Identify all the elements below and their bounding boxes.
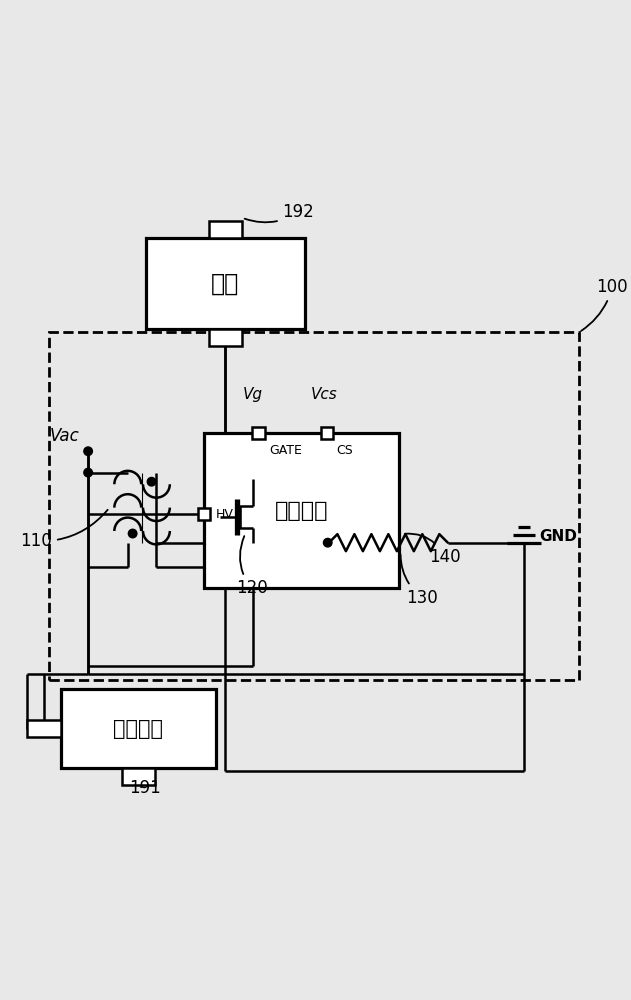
Circle shape xyxy=(147,477,156,486)
Text: 120: 120 xyxy=(235,536,268,597)
Bar xyxy=(122,768,155,785)
Text: 110: 110 xyxy=(20,510,108,550)
Text: GATE: GATE xyxy=(269,444,302,457)
Circle shape xyxy=(324,538,332,547)
Text: Vg: Vg xyxy=(242,387,262,402)
Text: HV: HV xyxy=(216,508,234,521)
Text: 192: 192 xyxy=(245,203,314,222)
Text: 负载: 负载 xyxy=(211,272,239,296)
Text: GND: GND xyxy=(540,529,577,544)
Circle shape xyxy=(84,468,92,477)
Text: 交流电源: 交流电源 xyxy=(114,719,163,739)
Circle shape xyxy=(128,529,137,538)
Bar xyxy=(208,221,242,238)
Text: 140: 140 xyxy=(405,534,461,566)
Text: 191: 191 xyxy=(129,779,160,797)
Text: 130: 130 xyxy=(401,555,438,607)
Text: Vcs: Vcs xyxy=(310,387,337,402)
Bar xyxy=(61,689,216,768)
Circle shape xyxy=(84,447,92,455)
Text: 100: 100 xyxy=(581,278,628,331)
Text: Vac: Vac xyxy=(49,427,79,445)
Bar xyxy=(208,329,242,346)
Bar xyxy=(146,238,305,329)
Text: 控制电路: 控制电路 xyxy=(274,501,328,521)
Text: CS: CS xyxy=(336,444,353,457)
Bar xyxy=(204,433,399,588)
Bar xyxy=(252,427,264,439)
Bar xyxy=(27,720,61,737)
Bar xyxy=(49,332,579,680)
Bar xyxy=(198,508,210,520)
Bar xyxy=(321,427,333,439)
